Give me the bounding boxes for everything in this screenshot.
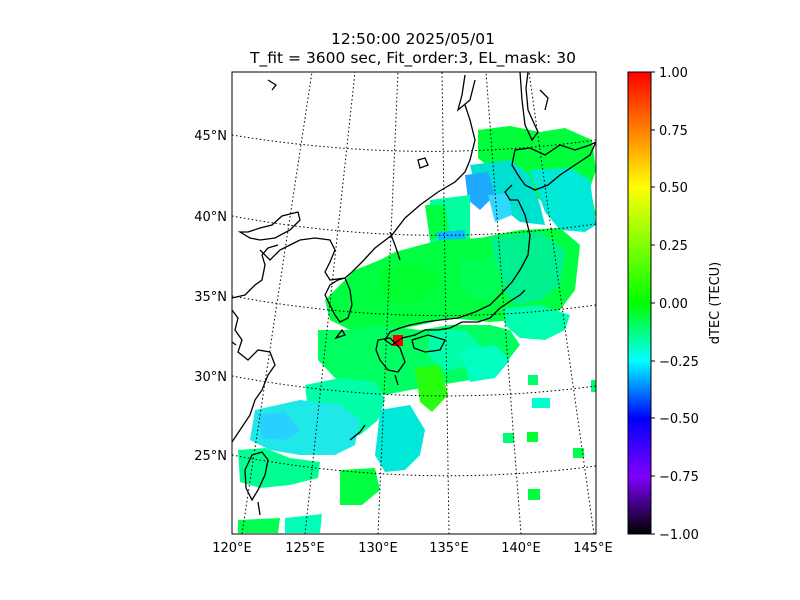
- lon-label: 125°E: [285, 541, 325, 556]
- colorbar-tick: 0.25: [659, 239, 688, 254]
- colorbar-label: dTEC (TECU): [708, 262, 723, 345]
- lat-label: 40°N: [194, 210, 227, 225]
- plot-title-time: 12:50:00 2025/05/01: [331, 30, 495, 48]
- colorbar-tick: −0.25: [659, 355, 699, 370]
- colorbar-tick: 1.00: [659, 66, 688, 81]
- lat-label: 35°N: [194, 290, 227, 305]
- lon-label: 130°E: [358, 541, 398, 556]
- lon-label: 145°E: [573, 541, 613, 556]
- colorbar-tick: −0.50: [659, 412, 699, 427]
- lat-label: 30°N: [194, 370, 227, 385]
- colorbar-tick: −0.75: [659, 470, 699, 485]
- plot-title-params: T_fit = 3600 sec, Fit_order:3, EL_mask: …: [250, 49, 576, 67]
- lon-label: 140°E: [501, 541, 541, 556]
- lon-label: 135°E: [429, 541, 469, 556]
- lat-label: 25°N: [194, 449, 227, 464]
- colorbar-tick: −1.00: [659, 528, 699, 543]
- coastlines: [232, 72, 596, 516]
- map-area: [232, 72, 596, 534]
- lon-label: 120°E: [212, 541, 252, 556]
- colorbar-tick: 0.00: [659, 297, 688, 312]
- graticule: [232, 72, 596, 534]
- lat-label: 45°N: [194, 129, 227, 144]
- map-frame: [231, 71, 597, 535]
- colorbar-tick: 0.50: [659, 181, 688, 196]
- longitude-labels: 120°E 125°E 130°E 135°E 140°E 145°E: [212, 541, 613, 556]
- colorbar-gradient: [627, 71, 652, 535]
- colorbar-tick: 0.75: [659, 124, 688, 139]
- colorbar: 1.00 0.75 0.50 0.25 0.00 −0.25 −0.50 −0.…: [627, 66, 723, 543]
- dtec-data-layer: [238, 126, 596, 533]
- latitude-labels: 45°N 40°N 35°N 30°N 25°N: [194, 129, 227, 464]
